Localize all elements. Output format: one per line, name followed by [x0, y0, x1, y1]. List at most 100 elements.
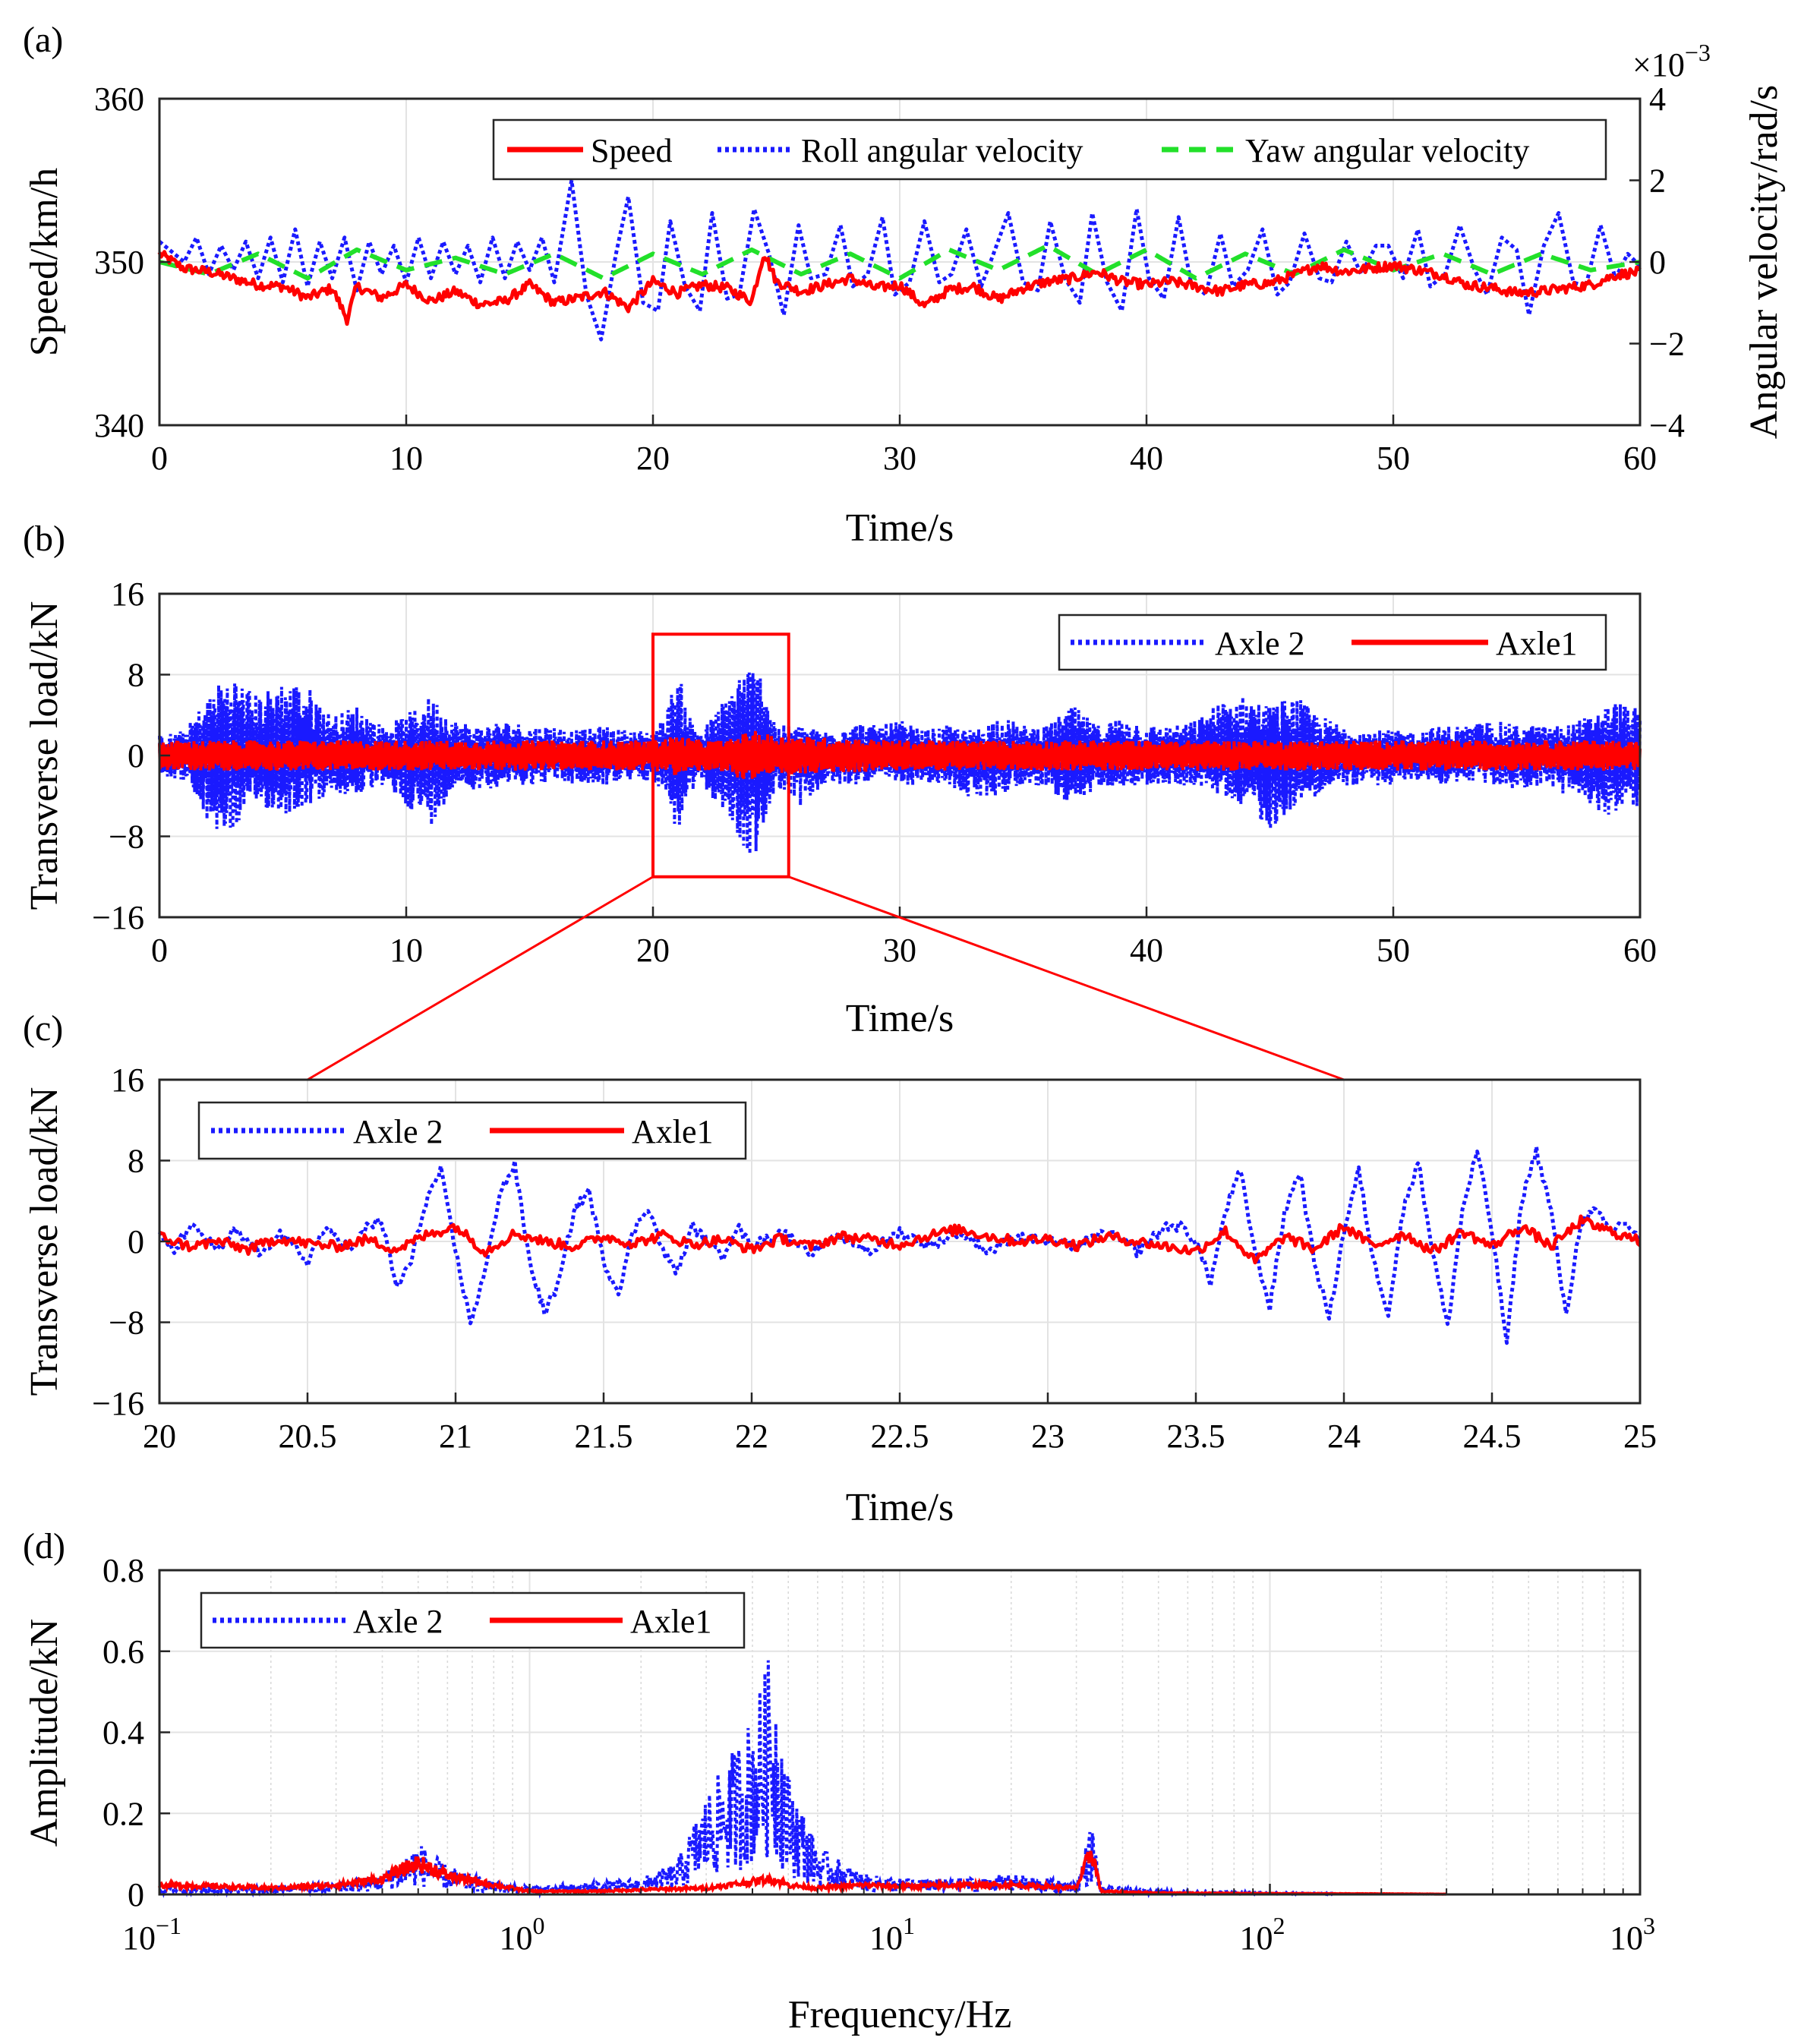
x-tick-label: 21: [439, 1418, 472, 1455]
x-tick-label: 60: [1623, 440, 1657, 477]
panel-c-legend-box: [197, 1101, 747, 1160]
panel-d-ylabel: Amplitude/kN: [23, 1619, 66, 1847]
x-tick-label: 103: [1610, 1912, 1655, 1957]
y-tick-label: 16: [111, 576, 144, 613]
panel-a-ticks: 0 10 20 30 40 50 60 340 350 360 −4 −2 0 2 4: [94, 80, 1685, 477]
x-tick-label: 20: [143, 1418, 176, 1455]
panel-a-y2-multiplier: ×10−3: [1632, 39, 1711, 84]
series-line-axle-2: [157, 1144, 1641, 1345]
legend-speed-label: Speed: [591, 132, 673, 169]
panel-d-legend: Axle 2 Axle1: [200, 1591, 746, 1649]
series-line-axle1: [158, 730, 1642, 779]
legend-d-axle1-label: Axle1: [630, 1603, 712, 1640]
y2-tick-label: 0: [1649, 244, 1666, 281]
x-tick-label: 20: [636, 440, 670, 477]
panel-b-label: (b): [23, 519, 65, 559]
panel-c: (c) 20 20.5 21 21.5 22 22.5 23 23.5 24 24.5 25 −16 −…: [23, 1008, 1657, 1529]
x-tick-label: 20.5: [279, 1418, 337, 1455]
panel-c-xlabel: Time/s: [846, 1486, 954, 1529]
x-tick-label: 10−1: [122, 1912, 181, 1957]
x-tick-label: 20: [636, 932, 670, 969]
y-tick-label: 340: [94, 407, 144, 444]
panel-c-legend: Axle 2 Axle1: [197, 1101, 747, 1160]
x-tick-label: 22.5: [871, 1418, 929, 1455]
x-tick-label: 30: [883, 932, 916, 969]
x-tick-label: 10: [390, 440, 423, 477]
legend-b-axle1-label: Axle1: [1496, 625, 1578, 662]
x-tick-label: 40: [1130, 440, 1163, 477]
legend-c-axle2-label: Axle 2: [353, 1113, 443, 1150]
panel-d-xlabel: Frequency/Hz: [788, 1993, 1012, 2036]
y-tick-label: −16: [92, 899, 144, 936]
x-tick-label: 21.5: [575, 1418, 633, 1455]
panel-c-ylabel: Transverse load/kN: [23, 1087, 66, 1396]
y2-tick-label: −2: [1649, 326, 1685, 363]
y-tick-label: −16: [92, 1385, 144, 1422]
y-tick-label: 0: [128, 737, 144, 774]
y-tick-label: 0.2: [103, 1795, 144, 1832]
x-tick-label: 0: [151, 932, 168, 969]
zoom-connector-right: [788, 875, 1345, 1081]
panel-b-plot-area: [158, 672, 1642, 855]
x-tick-label: 50: [1377, 440, 1410, 477]
panel-a-xlabel: Time/s: [846, 506, 954, 550]
y-tick-label: 0.6: [103, 1633, 144, 1670]
x-tick-label: 10: [390, 932, 423, 969]
x-tick-label: 30: [883, 440, 916, 477]
x-tick-label: 40: [1130, 932, 1163, 969]
panel-b-xlabel: Time/s: [846, 997, 954, 1040]
y2-tick-label: 4: [1649, 80, 1666, 118]
panel-a-legend-box: [492, 118, 1607, 181]
panel-a-ylabel: Speed/km/h: [23, 168, 66, 356]
x-tick-label: 101: [869, 1912, 915, 1957]
series-line-axle1: [158, 1850, 1447, 1896]
x-tick-label: 22: [735, 1418, 768, 1455]
y-tick-label: 0: [128, 1876, 144, 1913]
y-tick-label: 16: [111, 1061, 144, 1099]
y-tick-label: −8: [109, 1304, 144, 1342]
x-tick-label: 50: [1377, 932, 1410, 969]
y-tick-label: 0.8: [103, 1552, 144, 1589]
x-tick-label: 24: [1327, 1418, 1361, 1455]
panel-a-label: (a): [23, 20, 63, 60]
y-tick-label: −8: [109, 819, 144, 856]
zoom-indicator: [307, 632, 1345, 1081]
panel-c-label: (c): [23, 1008, 63, 1049]
x-tick-label: 25: [1623, 1418, 1657, 1455]
panel-d-plot-area: [158, 1660, 1447, 1899]
x-tick-label: 102: [1240, 1912, 1285, 1957]
panel-a-plot-area: [157, 178, 1642, 342]
y-tick-label: 0.4: [103, 1714, 144, 1752]
y2-tick-label: −4: [1649, 407, 1685, 444]
zoom-connector-left: [307, 875, 654, 1081]
legend-roll-label: Roll angular velocity: [801, 132, 1083, 169]
x-tick-label: 24.5: [1463, 1418, 1522, 1455]
panel-b-ylabel: Transverse load/kN: [23, 601, 66, 910]
series-line-axle-2: [158, 672, 1642, 855]
y-tick-label: 8: [128, 1143, 144, 1180]
x-tick-label: 23.5: [1167, 1418, 1225, 1455]
panel-b: (b) 0 10 20 30 40 50 60 −16 −8 0 8 16 Time/s Transv…: [23, 519, 1657, 1040]
y-tick-label: 8: [128, 657, 144, 694]
panel-c-ticks: 20 20.5 21 21.5 22 22.5 23 23.5 24 24.5 25 −16 −8 0 8 1…: [92, 1061, 1657, 1455]
y-tick-label: 0: [128, 1223, 144, 1260]
x-tick-label: 60: [1623, 932, 1657, 969]
legend-b-axle2-label: Axle 2: [1215, 625, 1305, 662]
y-tick-label: 360: [94, 80, 144, 118]
series-line-axle1: [158, 1214, 1642, 1265]
y-tick-label: 350: [94, 244, 144, 281]
series-line-speed: [157, 250, 1642, 326]
panel-b-legend: Axle 2 Axle1: [1058, 614, 1607, 671]
panel-a-legend: Speed Roll angular velocity Yaw angular …: [492, 118, 1607, 181]
x-tick-label: 0: [151, 440, 168, 477]
legend-d-axle2-label: Axle 2: [353, 1603, 443, 1640]
legend-c-axle1-label: Axle1: [632, 1113, 714, 1150]
panel-d-ticks: 10−1 100 101 102 103 0 0.2 0.4 0.6 0.8: [103, 1552, 1655, 1957]
legend-yaw-label: Yaw angular velocity: [1245, 132, 1529, 169]
panel-d-label: (d): [23, 1526, 65, 1566]
panel-d: (d) 10−1 100 101 102 103 0 0.2 0.4 0.6 0.8 Freque…: [23, 1526, 1655, 2036]
x-tick-label: 23: [1031, 1418, 1065, 1455]
panel-b-ticks: 0 10 20 30 40 50 60 −16 −8 0 8 16: [92, 576, 1657, 969]
